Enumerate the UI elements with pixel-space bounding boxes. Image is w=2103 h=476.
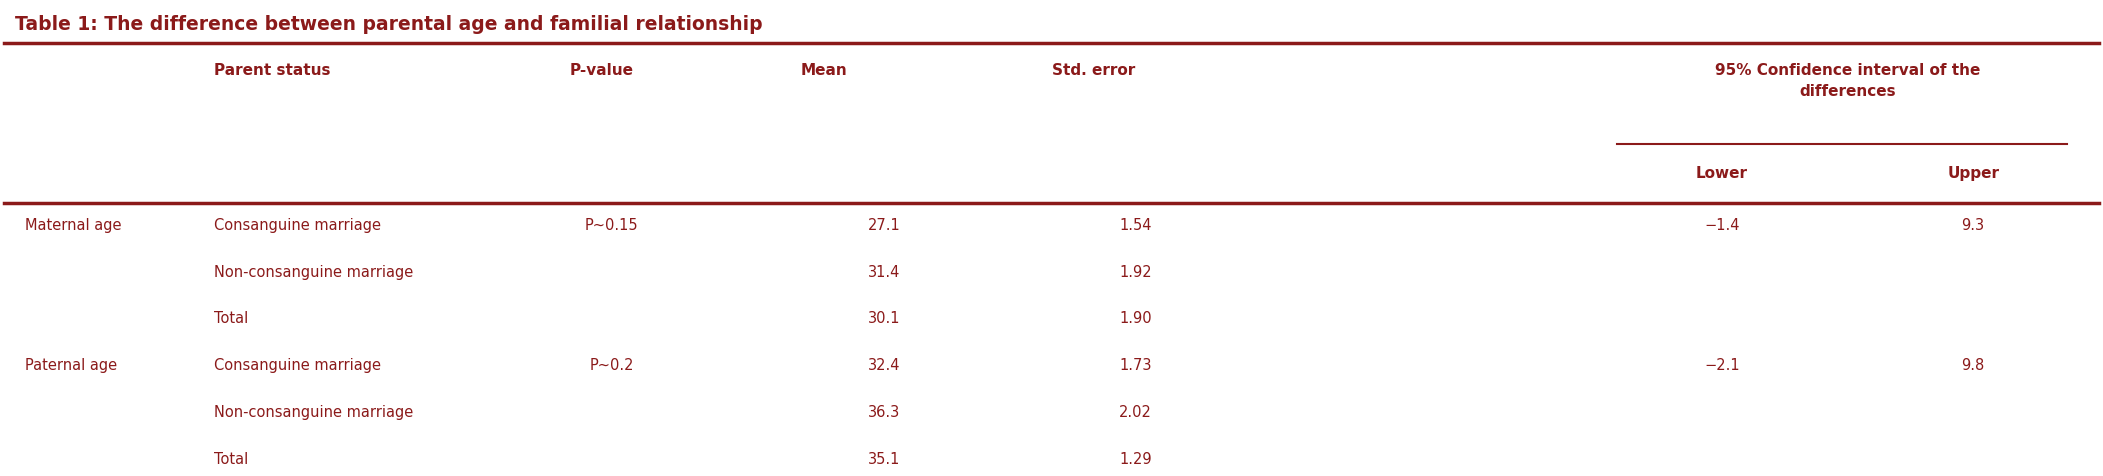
Text: P-value: P-value: [570, 63, 633, 78]
Text: Table 1: The difference between parental age and familial relationship: Table 1: The difference between parental…: [15, 15, 761, 33]
Text: P~0.2: P~0.2: [589, 357, 633, 373]
Text: 1.73: 1.73: [1119, 357, 1152, 373]
Text: P~0.15: P~0.15: [585, 217, 639, 232]
Text: 9.8: 9.8: [1962, 357, 1985, 373]
Text: Lower: Lower: [1695, 165, 1748, 180]
Text: −2.1: −2.1: [1703, 357, 1739, 373]
Text: 1.54: 1.54: [1119, 217, 1152, 232]
Text: 30.1: 30.1: [869, 311, 900, 326]
Text: 35.1: 35.1: [869, 451, 900, 466]
Text: 2.02: 2.02: [1119, 404, 1152, 419]
Text: 31.4: 31.4: [869, 264, 900, 279]
Text: Consanguine marriage: Consanguine marriage: [215, 217, 381, 232]
Text: 1.92: 1.92: [1119, 264, 1152, 279]
Text: 9.3: 9.3: [1962, 217, 1985, 232]
Text: Paternal age: Paternal age: [25, 357, 118, 373]
Text: 32.4: 32.4: [869, 357, 900, 373]
Text: Non-consanguine marriage: Non-consanguine marriage: [215, 404, 412, 419]
Text: Std. error: Std. error: [1052, 63, 1136, 78]
Text: 1.90: 1.90: [1119, 311, 1152, 326]
Text: Total: Total: [215, 311, 248, 326]
Text: Parent status: Parent status: [215, 63, 330, 78]
Text: 95% Confidence interval of the
differences: 95% Confidence interval of the differenc…: [1714, 63, 1981, 99]
Text: −1.4: −1.4: [1703, 217, 1739, 232]
Text: Maternal age: Maternal age: [25, 217, 122, 232]
Text: Total: Total: [215, 451, 248, 466]
Text: Mean: Mean: [799, 63, 848, 78]
Text: Upper: Upper: [1947, 165, 2000, 180]
Text: 27.1: 27.1: [869, 217, 900, 232]
Text: 36.3: 36.3: [869, 404, 900, 419]
Text: Non-consanguine marriage: Non-consanguine marriage: [215, 264, 412, 279]
Text: 1.29: 1.29: [1119, 451, 1152, 466]
Text: Consanguine marriage: Consanguine marriage: [215, 357, 381, 373]
